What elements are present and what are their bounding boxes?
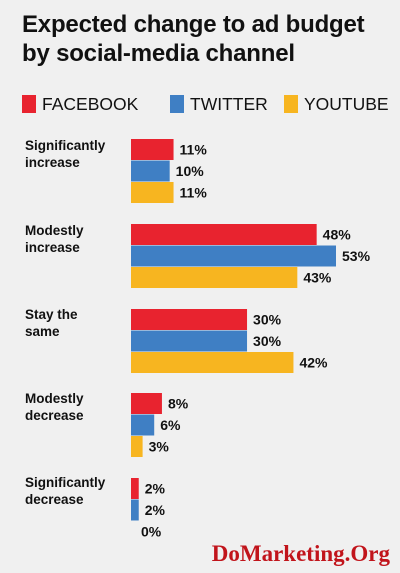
legend-swatch-twitter [170, 95, 184, 113]
value-label-facebook-significantly-decrease: 2% [145, 481, 166, 497]
value-label-twitter-stay-the-same: 30% [253, 333, 282, 349]
value-label-youtube-significantly-increase: 11% [180, 185, 208, 201]
category-label-modestly-decrease: Modestly decrease [25, 390, 135, 424]
category-label-line: decrease [25, 492, 84, 507]
category-label-modestly-increase: Modestly increase [25, 222, 135, 256]
category-label-line: Significantly [25, 475, 106, 490]
category-label-line: same [25, 324, 60, 339]
value-label-facebook-significantly-increase: 11% [180, 142, 208, 158]
value-label-twitter-modestly-increase: 53% [342, 248, 371, 264]
category-label-line: Modestly [25, 223, 84, 238]
value-label-facebook-modestly-decrease: 8% [168, 396, 189, 412]
bar-twitter-significantly-increase [131, 160, 170, 182]
chart-title-line2: by social-media channel [22, 40, 295, 67]
bar-twitter-stay-the-same [131, 330, 248, 352]
legend-label-youtube: YOUTUBE [304, 94, 389, 114]
legend-label-facebook: FACEBOOK [42, 94, 139, 114]
category-label-significantly-increase: Significantly increase [25, 137, 135, 171]
chart-title: Expected change to ad budget by social-m… [22, 10, 392, 68]
value-label-youtube-significantly-decrease: 0% [141, 524, 162, 540]
watermark-logo: DoMarketing.Org [211, 541, 390, 566]
bar-twitter-modestly-decrease [131, 414, 155, 436]
bar-youtube-modestly-increase [131, 267, 298, 288]
bar-youtube-stay-the-same [131, 352, 294, 373]
chart-title-line1: Expected change to ad budget [22, 11, 365, 38]
bar-facebook-significantly-increase [131, 139, 174, 160]
category-label-line: Stay the [25, 307, 78, 322]
category-label-stay-the-same: Stay the same [25, 306, 135, 340]
legend-label-twitter: TWITTER [190, 94, 268, 114]
value-label-facebook-stay-the-same: 30% [253, 312, 282, 328]
bar-facebook-significantly-decrease [131, 478, 139, 499]
legend-swatch-facebook [22, 95, 36, 113]
bar-youtube-modestly-decrease [131, 436, 143, 457]
category-label-line: increase [25, 155, 80, 170]
bar-facebook-modestly-increase [131, 224, 317, 245]
value-label-twitter-significantly-increase: 10% [176, 163, 205, 179]
category-label-line: Significantly [25, 138, 106, 153]
bar-facebook-stay-the-same [131, 309, 248, 330]
bar-twitter-significantly-decrease [131, 499, 139, 521]
category-label-line: increase [25, 240, 80, 255]
value-label-twitter-modestly-decrease: 6% [160, 417, 181, 433]
legend-swatch-youtube [284, 95, 298, 113]
value-label-youtube-stay-the-same: 42% [299, 355, 328, 371]
category-label-line: decrease [25, 408, 84, 423]
category-label-line: Modestly [25, 391, 84, 406]
category-label-significantly-decrease: Significantly decrease [25, 474, 135, 508]
bar-youtube-significantly-increase [131, 182, 174, 203]
bar-twitter-modestly-increase [131, 245, 336, 267]
value-label-twitter-significantly-decrease: 2% [145, 502, 166, 518]
bar-facebook-modestly-decrease [131, 393, 162, 414]
value-label-youtube-modestly-decrease: 3% [149, 439, 170, 455]
value-label-facebook-modestly-increase: 48% [323, 227, 352, 243]
value-label-youtube-modestly-increase: 43% [303, 270, 332, 286]
